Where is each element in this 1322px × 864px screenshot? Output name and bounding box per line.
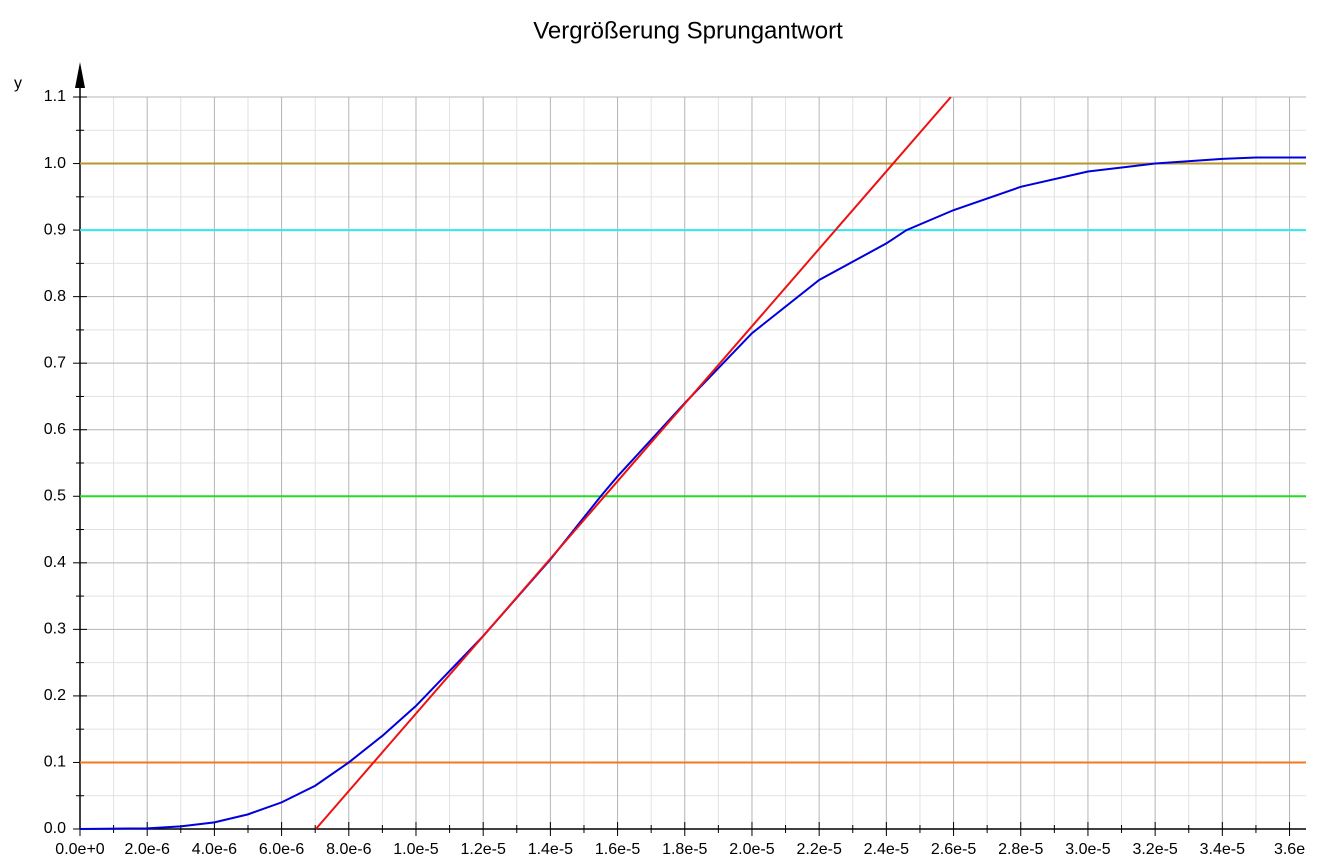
y-tick-label: 0.9: [44, 221, 66, 238]
x-tick-label: 1.6e-5: [595, 841, 640, 858]
y-tick-label: 0.6: [44, 421, 66, 438]
x-tick-label: 1.2e-5: [460, 841, 505, 858]
x-tick-label: 1.8e-5: [662, 841, 707, 858]
x-tick-label: 2.6e-5: [931, 841, 976, 858]
y-tick-label: 0.0: [44, 820, 66, 837]
y-tick-label: 1.1: [44, 88, 66, 105]
x-tick-label: 3.2e-5: [1132, 841, 1177, 858]
x-tick-label: 2.4e-5: [864, 841, 909, 858]
x-tick-label: 3.6e: [1274, 841, 1305, 858]
x-tick-label: 3.4e-5: [1200, 841, 1245, 858]
y-tick-label: 0.8: [44, 288, 66, 305]
y-tick-label: 0.5: [44, 487, 66, 504]
x-tick-label: 1.4e-5: [528, 841, 573, 858]
x-tick-label: 2.8e-5: [998, 841, 1043, 858]
chart-title: Vergrößerung Sprungantwort: [533, 17, 843, 44]
x-tick-label: 3.0e-5: [1065, 841, 1110, 858]
x-tick-label: 8.0e-6: [326, 841, 371, 858]
plot: [79, 96, 1306, 830]
y-tick-label: 0.7: [44, 354, 66, 371]
y-tick-label: 0.4: [44, 554, 66, 571]
line-series: [79, 156, 1306, 830]
y-tick-label: 0.1: [44, 754, 66, 771]
x-tick-label: 6.0e-6: [259, 841, 304, 858]
y-tick-label: 0.3: [44, 621, 66, 638]
x-tick-label: 4.0e-6: [192, 841, 237, 858]
y-tick-label: 0.2: [44, 687, 66, 704]
x-tick-label: 2.0e-6: [125, 841, 170, 858]
y-axis-label: y: [14, 75, 22, 92]
y-tick-label: 1.0: [44, 155, 66, 172]
x-tick-label: 0.0e+0: [55, 841, 104, 858]
grid: 0.0e+0 2.0e-6 4.0e-6 6.0e-6 8.0e-6 1.0e-5 1.2e…: [44, 75, 1306, 858]
axis-arrow: [75, 62, 85, 88]
line-series: [315, 96, 952, 830]
x-tick-label: 2.0e-5: [729, 841, 774, 858]
x-tick-label: 1.0e-5: [393, 841, 438, 858]
x-tick-label: 2.2e-5: [796, 841, 841, 858]
